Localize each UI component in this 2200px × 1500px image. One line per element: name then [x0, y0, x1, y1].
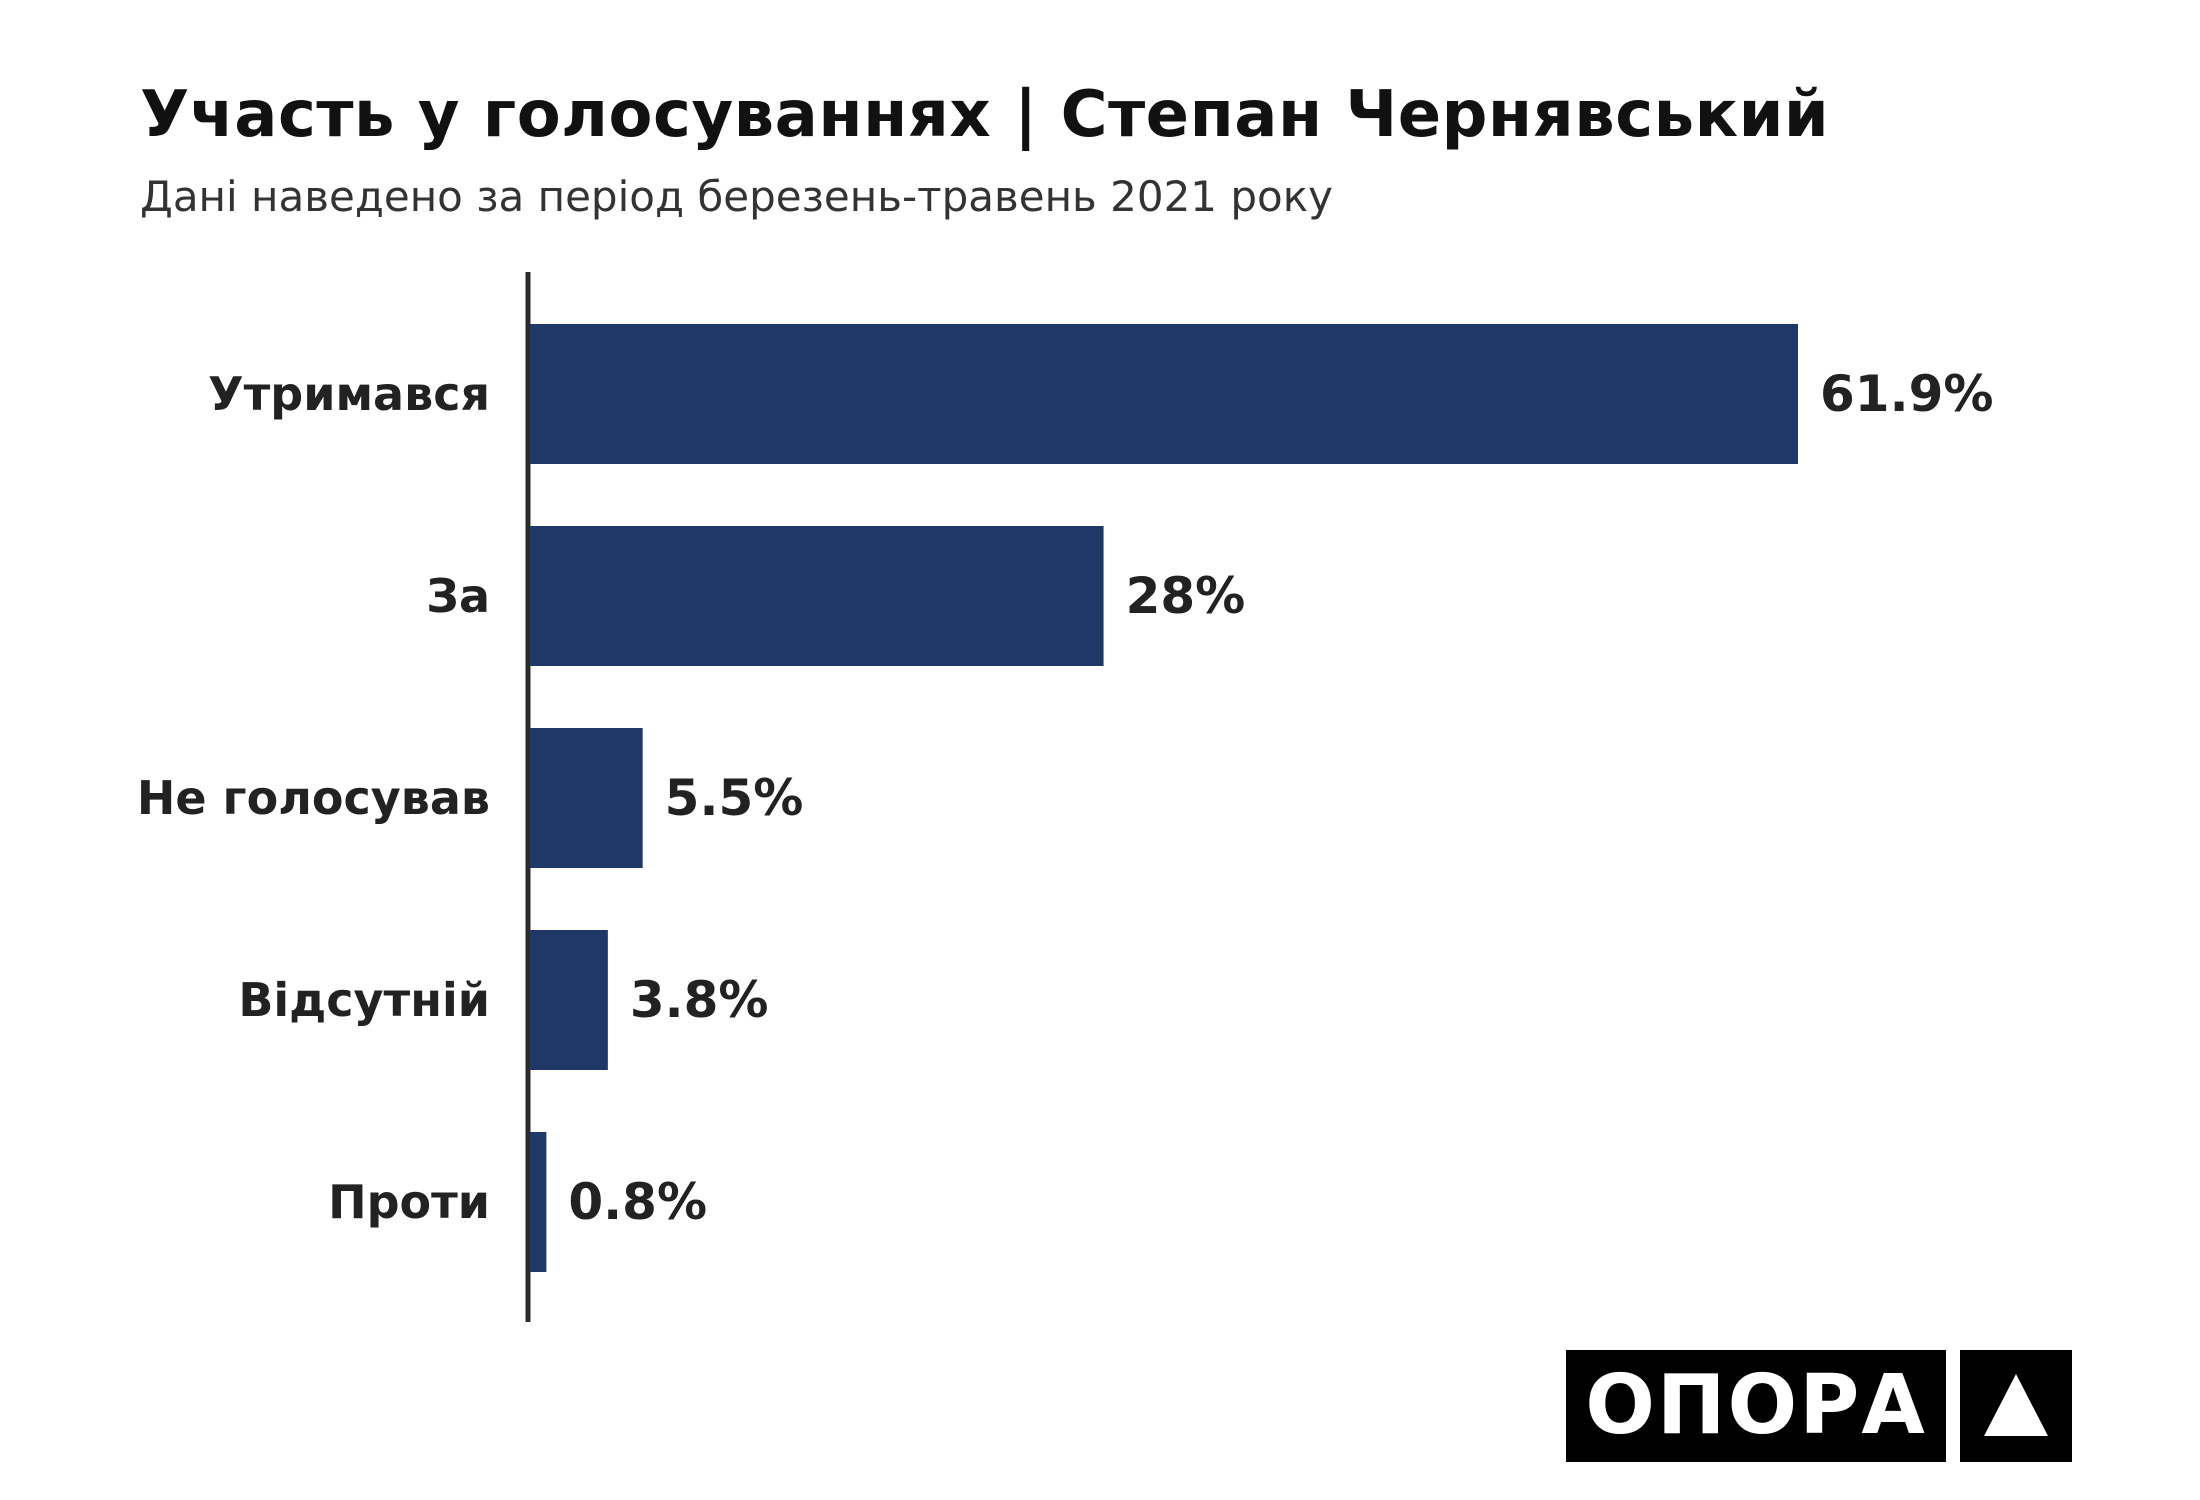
bar-1	[530, 324, 1798, 464]
value-label-5: 0.8%	[568, 1173, 707, 1231]
value-label-3: 5.5%	[665, 769, 804, 827]
logo-text: ОПОРА	[1566, 1350, 1946, 1462]
triangle-icon	[1960, 1350, 2072, 1462]
chart-title: Участь у голосуваннях | Степан Чернявськ…	[140, 78, 1830, 152]
opora-logo: ОПОРА	[1566, 1350, 2072, 1462]
bar-5	[530, 1132, 547, 1272]
bar-4	[530, 930, 608, 1070]
chart-subtitle: Дані наведено за період березень-травень…	[140, 172, 1333, 221]
bar-chart: Утримався 61.9% За 28% Не голосував 5.5% Відсу…	[137, 272, 1993, 1322]
value-label-4: 3.8%	[630, 971, 769, 1029]
value-label-1: 61.9%	[1820, 365, 1993, 423]
category-label-4: Відсутній	[238, 973, 490, 1027]
bar-3	[530, 728, 643, 868]
category-label-5: Проти	[328, 1175, 490, 1229]
category-label-3: Не голосував	[137, 771, 490, 825]
bar-2	[530, 526, 1104, 666]
category-label-2: За	[426, 569, 490, 623]
value-label-2: 28%	[1126, 567, 1246, 625]
category-label-1: Утримався	[208, 367, 490, 421]
